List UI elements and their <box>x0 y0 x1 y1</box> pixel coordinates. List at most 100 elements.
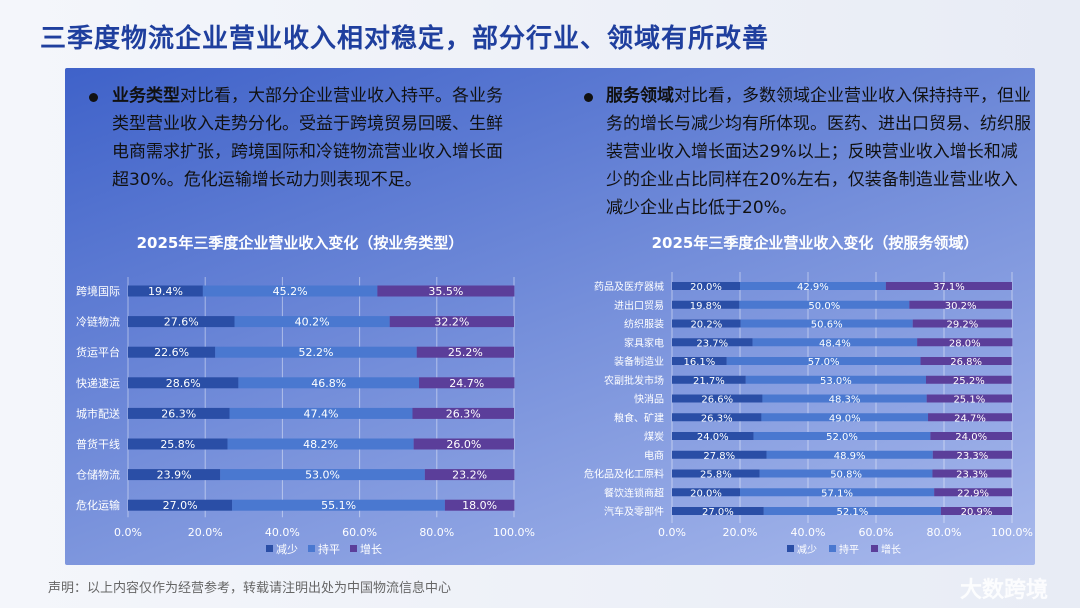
bar-segment-减少 <box>672 375 746 384</box>
bar-segment-增长 <box>389 316 514 328</box>
bar-segment-减少 <box>128 285 203 297</box>
bar-segment-减少 <box>128 316 235 328</box>
bar-segment-减少 <box>128 377 239 389</box>
category-label: 快递速运 <box>76 376 120 390</box>
bar-segment-持平 <box>752 338 918 347</box>
category-label: 快消品 <box>634 393 664 406</box>
footer-note: 声明：以上内容仅作为经营参考，转载请注明出处为中国物流信息中心 <box>48 581 452 596</box>
x-tick-label: 40.0% <box>791 526 826 539</box>
bar-segment-减少 <box>672 338 753 347</box>
data-label: 27.8% <box>703 451 735 462</box>
category-label: 药品及医疗器械 <box>594 280 664 293</box>
data-label: 57.1% <box>821 488 853 499</box>
category-label: 仓储物流 <box>76 468 120 482</box>
data-label: 26.0% <box>446 438 481 451</box>
bar-segment-持平 <box>740 319 913 328</box>
bar-segment-增长 <box>419 377 515 389</box>
bar-segment-增长 <box>920 357 1012 365</box>
category-label: 普货干线 <box>76 437 120 451</box>
data-label: 23.7% <box>696 338 728 349</box>
data-label: 46.8% <box>311 377 346 390</box>
bar-segment-增长 <box>413 438 514 450</box>
x-tick-label: 100.0% <box>493 526 535 539</box>
legend-label: 持平 <box>318 542 340 556</box>
bar-segment-持平 <box>740 488 935 497</box>
left-body: 对比看，大部分企业营业收入持平。各业务类型营业收入走势分化。受益于跨境贸易回暖、… <box>112 86 503 190</box>
data-label: 37.1% <box>933 282 965 293</box>
category-label: 危化运输 <box>76 498 120 512</box>
data-label: 50.8% <box>830 470 862 481</box>
x-tick-label: 40.0% <box>265 526 300 539</box>
legend-swatch <box>787 545 794 552</box>
data-label: 52.2% <box>299 346 334 359</box>
bullet-icon <box>89 93 98 102</box>
x-tick-label: 20.0% <box>188 526 223 539</box>
bar-segment-持平 <box>220 469 425 481</box>
category-label: 跨境国际 <box>76 284 120 298</box>
bar-segment-增长 <box>424 469 515 481</box>
data-label: 27.6% <box>164 316 199 329</box>
bar-segment-持平 <box>763 507 941 515</box>
legend-label: 减少 <box>797 544 817 556</box>
legend-label: 增长 <box>881 543 901 556</box>
bar-segment-增长 <box>917 338 1013 347</box>
bar-segment-持平 <box>740 282 886 290</box>
data-label: 21.7% <box>693 376 725 387</box>
bar-segment-减少 <box>128 346 216 358</box>
data-label: 19.8% <box>690 301 722 312</box>
bar-segment-增长 <box>940 507 1012 515</box>
bar-segment-减少 <box>672 450 767 459</box>
bar-segment-持平 <box>739 300 910 309</box>
data-label: 48.3% <box>829 395 861 406</box>
data-label: 47.4% <box>304 407 339 420</box>
bullet-icon <box>584 93 593 102</box>
category-label: 进出口贸易 <box>614 299 664 312</box>
bar-segment-持平 <box>215 346 417 358</box>
bar-segment-持平 <box>232 499 445 511</box>
data-label: 53.0% <box>305 469 340 482</box>
data-label: 32.2% <box>434 316 469 329</box>
x-tick-label: 80.0% <box>927 526 962 539</box>
bar-segment-持平 <box>202 285 378 297</box>
data-label: 25.1% <box>953 395 985 406</box>
bar-segment-持平 <box>753 432 931 440</box>
bar-segment-增长 <box>932 450 1012 459</box>
data-label: 26.3% <box>446 407 481 420</box>
x-tick-label: 0.0% <box>658 526 686 539</box>
watermark-logo: 大数跨境 <box>960 578 1049 603</box>
bar-segment-持平 <box>229 407 413 419</box>
bar-segment-减少 <box>672 300 740 309</box>
bar-segment-增长 <box>932 469 1012 478</box>
data-label: 26.3% <box>161 407 196 420</box>
legend-swatch <box>266 545 273 552</box>
data-label: 28.6% <box>166 377 201 390</box>
bar-segment-增长 <box>928 413 1012 422</box>
bar-segment-增长 <box>926 394 1012 403</box>
data-label: 52.0% <box>826 432 858 443</box>
category-label: 电商 <box>644 449 664 462</box>
bar-segment-减少 <box>672 432 754 440</box>
bar-segment-持平 <box>238 377 420 389</box>
legend-swatch <box>871 545 878 552</box>
data-label: 30.2% <box>945 301 977 312</box>
data-label: 50.6% <box>811 320 843 331</box>
data-label: 24.7% <box>449 377 484 390</box>
legend-swatch <box>829 545 836 552</box>
x-tick-label: 20.0% <box>723 526 758 539</box>
bar-segment-减少 <box>672 282 740 290</box>
data-label: 40.2% <box>295 316 330 329</box>
data-label: 23.2% <box>452 469 487 482</box>
data-label: 24.0% <box>697 432 729 443</box>
bar-segment-持平 <box>766 450 933 459</box>
data-label: 53.0% <box>820 376 852 387</box>
category-label: 汽车及零部件 <box>604 505 664 518</box>
bar-segment-减少 <box>128 407 230 419</box>
bar-segment-减少 <box>128 469 221 481</box>
data-label: 50.0% <box>808 301 840 312</box>
legend-label: 减少 <box>276 543 298 556</box>
chart-title-service: 2025年三季度企业营业收入变化（按服务领域） <box>651 234 979 252</box>
data-label: 26.8% <box>950 357 982 368</box>
data-label: 25.8% <box>160 438 195 451</box>
data-label: 52.1% <box>836 507 868 518</box>
bar-segment-减少 <box>672 488 740 497</box>
